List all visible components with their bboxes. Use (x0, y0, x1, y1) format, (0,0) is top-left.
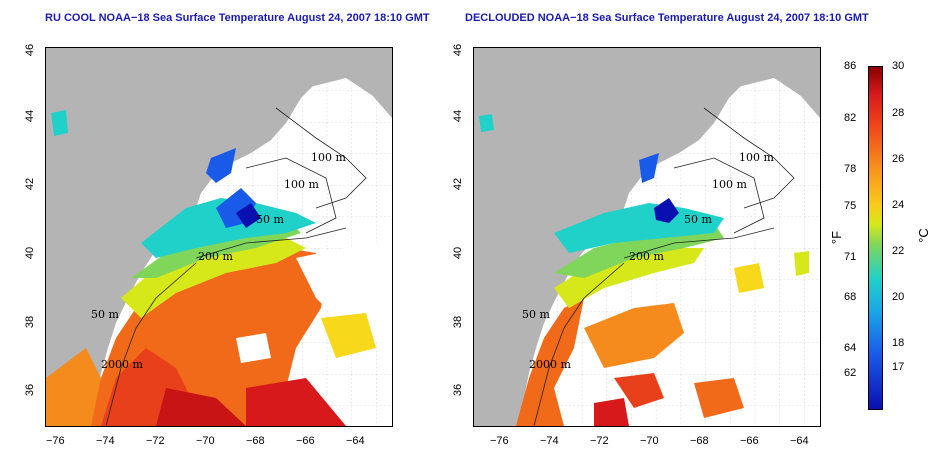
lon-tick: −66 (740, 435, 759, 447)
left-panel-title: RU COOL NOAA−18 Sea Surface Temperature … (45, 12, 430, 24)
lon-tick: −68 (246, 435, 265, 447)
c-tick: 20 (892, 291, 905, 303)
f-tick: 86 (844, 60, 857, 72)
lon-tick: −72 (590, 435, 609, 447)
c-tick: 26 (892, 153, 905, 165)
contour-label: 200 m (629, 250, 664, 263)
contour-label: 2000 m (101, 358, 143, 371)
lon-tick: −70 (196, 435, 215, 447)
c-tick: 24 (892, 199, 905, 211)
contour-label: 100 m (739, 151, 774, 164)
f-tick: 62 (844, 367, 857, 379)
lat-tick: 44 (24, 109, 37, 123)
f-tick: 75 (844, 200, 857, 212)
f-tick: 64 (844, 342, 857, 354)
temperature-colorbar (868, 66, 883, 410)
lat-tick: 36 (24, 383, 37, 397)
left-sst-map: 100 m 100 m 50 m 200 m 50 m 2000 m (45, 47, 393, 427)
lat-tick: 40 (452, 246, 465, 260)
lon-tick: −66 (296, 435, 315, 447)
contour-label: 50 m (91, 308, 119, 321)
lat-tick: 46 (452, 43, 465, 57)
contour-label: 100 m (712, 178, 747, 191)
lat-tick: 42 (24, 177, 37, 191)
right-sst-map: 100 m 100 m 50 m 200 m 50 m 2000 m (473, 47, 821, 427)
lon-tick: −64 (790, 435, 809, 447)
lon-tick: −68 (690, 435, 709, 447)
warm-water-region (516, 298, 584, 426)
lat-tick: 40 (24, 246, 37, 260)
lon-tick: −76 (490, 435, 509, 447)
lon-tick: −74 (96, 435, 115, 447)
lat-tick: 42 (452, 177, 465, 191)
contour-label: 100 m (311, 151, 346, 164)
c-tick: 30 (892, 60, 905, 72)
contour-label: 50 m (256, 213, 284, 226)
lon-tick: −64 (346, 435, 365, 447)
lon-tick: −76 (46, 435, 65, 447)
f-tick: 78 (844, 163, 857, 175)
contour-label: 50 m (684, 213, 712, 226)
lat-tick: 38 (452, 315, 465, 329)
land-mass (46, 48, 392, 426)
lon-tick: −74 (540, 435, 559, 447)
c-tick: 17 (892, 361, 905, 373)
f-tick: 82 (844, 112, 857, 124)
lat-tick: 36 (452, 383, 465, 397)
f-tick: 71 (844, 251, 857, 263)
lon-tick: −70 (640, 435, 659, 447)
fahrenheit-unit-label: °F (829, 230, 845, 245)
lon-tick: −72 (146, 435, 165, 447)
f-tick: 68 (844, 291, 857, 303)
c-tick: 28 (892, 107, 905, 119)
contour-label: 100 m (284, 178, 319, 191)
lat-tick: 46 (24, 43, 37, 57)
contour-label: 200 m (198, 250, 233, 263)
land-mass (474, 48, 820, 426)
celsius-unit-label: °C (915, 228, 931, 243)
contour-label: 2000 m (529, 358, 571, 371)
lat-tick: 38 (24, 315, 37, 329)
c-tick: 22 (892, 245, 905, 257)
contour-label: 50 m (522, 308, 550, 321)
c-tick: 18 (892, 337, 905, 349)
lat-tick: 44 (452, 109, 465, 123)
right-panel-title: DECLOUDED NOAA−18 Sea Surface Temperatur… (465, 12, 869, 24)
